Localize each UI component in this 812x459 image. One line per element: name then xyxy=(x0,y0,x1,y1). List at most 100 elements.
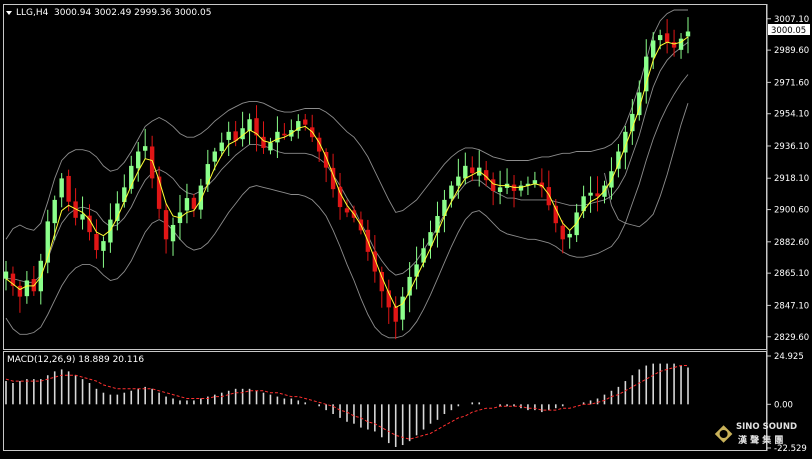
candle-body xyxy=(108,219,113,243)
candle xyxy=(560,220,565,254)
bollinger-outer-line xyxy=(604,103,689,228)
candle xyxy=(435,201,440,248)
dropdown-triangle-icon[interactable] xyxy=(6,11,12,15)
candle-body xyxy=(115,203,120,222)
candle-body xyxy=(560,225,565,240)
candle xyxy=(671,29,677,57)
candle xyxy=(87,204,92,241)
candle xyxy=(156,166,162,219)
candle-body xyxy=(268,142,273,151)
macd-tick-label: -22.529 xyxy=(774,444,807,454)
candle xyxy=(567,229,572,249)
candle-body xyxy=(449,185,454,199)
candle-body xyxy=(136,151,141,169)
candle xyxy=(678,33,684,59)
candle xyxy=(588,176,593,213)
candle xyxy=(456,158,461,199)
candle-body xyxy=(3,271,9,279)
candle xyxy=(449,181,454,208)
macd-tick-label: 0.00 xyxy=(774,400,793,410)
candle-body xyxy=(129,165,134,189)
candle xyxy=(497,170,503,205)
candle-body xyxy=(226,131,231,140)
candle xyxy=(511,175,517,208)
candle-body xyxy=(17,285,23,297)
candle-body xyxy=(595,193,600,197)
candle-body xyxy=(546,187,552,206)
candle-body xyxy=(421,248,426,263)
candle-body xyxy=(644,56,649,92)
candle xyxy=(316,132,322,162)
candle xyxy=(630,98,635,145)
candle-body xyxy=(386,290,391,308)
candle xyxy=(442,189,447,233)
candle-body xyxy=(87,215,92,233)
candle xyxy=(226,121,231,157)
sinosound-logo: SINO SOUND 漢 聲 集 團 xyxy=(710,411,802,449)
candle xyxy=(191,193,197,218)
candle xyxy=(483,160,489,187)
candle xyxy=(553,198,558,233)
candle-body xyxy=(483,170,489,181)
candle-body xyxy=(282,133,287,136)
candle-body xyxy=(442,199,447,217)
candle xyxy=(651,32,656,70)
candle-body xyxy=(233,131,238,141)
candle xyxy=(254,105,259,152)
candle xyxy=(101,236,106,268)
candle xyxy=(539,168,545,198)
macd-signal-line xyxy=(5,365,688,440)
candle xyxy=(205,149,211,192)
price-tick-label: 2900.60 xyxy=(774,206,809,216)
candle-body xyxy=(671,42,677,48)
candle-body xyxy=(191,197,197,209)
candle-body xyxy=(10,273,16,286)
bollinger-middle-line xyxy=(6,41,689,283)
candle-body xyxy=(657,35,663,41)
price-tick-label: 3007.10 xyxy=(774,15,809,25)
candle xyxy=(247,113,252,145)
candle-body xyxy=(623,131,628,153)
candle-body xyxy=(66,175,71,202)
candle xyxy=(490,172,496,206)
candle-body xyxy=(414,264,419,277)
candle xyxy=(108,203,113,253)
candle xyxy=(504,168,510,195)
candle xyxy=(685,17,691,54)
candle xyxy=(379,266,384,308)
candle xyxy=(59,173,64,208)
current-price-tag xyxy=(768,24,810,35)
candle xyxy=(289,119,294,142)
candle xyxy=(94,219,99,259)
macd-series xyxy=(5,363,689,447)
candle-body xyxy=(518,185,524,191)
candle-body xyxy=(428,232,433,246)
candle-body xyxy=(525,183,531,186)
candle-body xyxy=(303,119,308,125)
candle xyxy=(386,279,391,324)
candle-body xyxy=(463,165,468,179)
candle xyxy=(233,121,238,147)
candle-body xyxy=(497,187,503,192)
macd-title: MACD(12,26,9) 18.889 20.116 xyxy=(7,355,144,365)
candle-body xyxy=(588,192,593,196)
candle xyxy=(595,176,600,212)
price-tick-label: 2936.10 xyxy=(774,142,809,152)
moving-average-line xyxy=(5,36,689,309)
candle xyxy=(400,287,405,331)
candle-body xyxy=(393,306,398,322)
ohlc-readout: 3000.94 3002.49 2999.36 3000.05 xyxy=(54,8,211,18)
candle xyxy=(31,265,37,296)
bollinger-lower-line xyxy=(5,74,689,339)
candle-body xyxy=(372,251,378,272)
logo-brand-text: SINO SOUND xyxy=(736,422,797,432)
candle xyxy=(296,114,301,139)
candle xyxy=(184,183,190,224)
candle-body xyxy=(24,280,30,297)
candle xyxy=(518,180,524,197)
candle xyxy=(268,137,273,155)
candle xyxy=(136,142,141,182)
candle-body xyxy=(163,210,169,240)
candle-body xyxy=(316,137,322,152)
